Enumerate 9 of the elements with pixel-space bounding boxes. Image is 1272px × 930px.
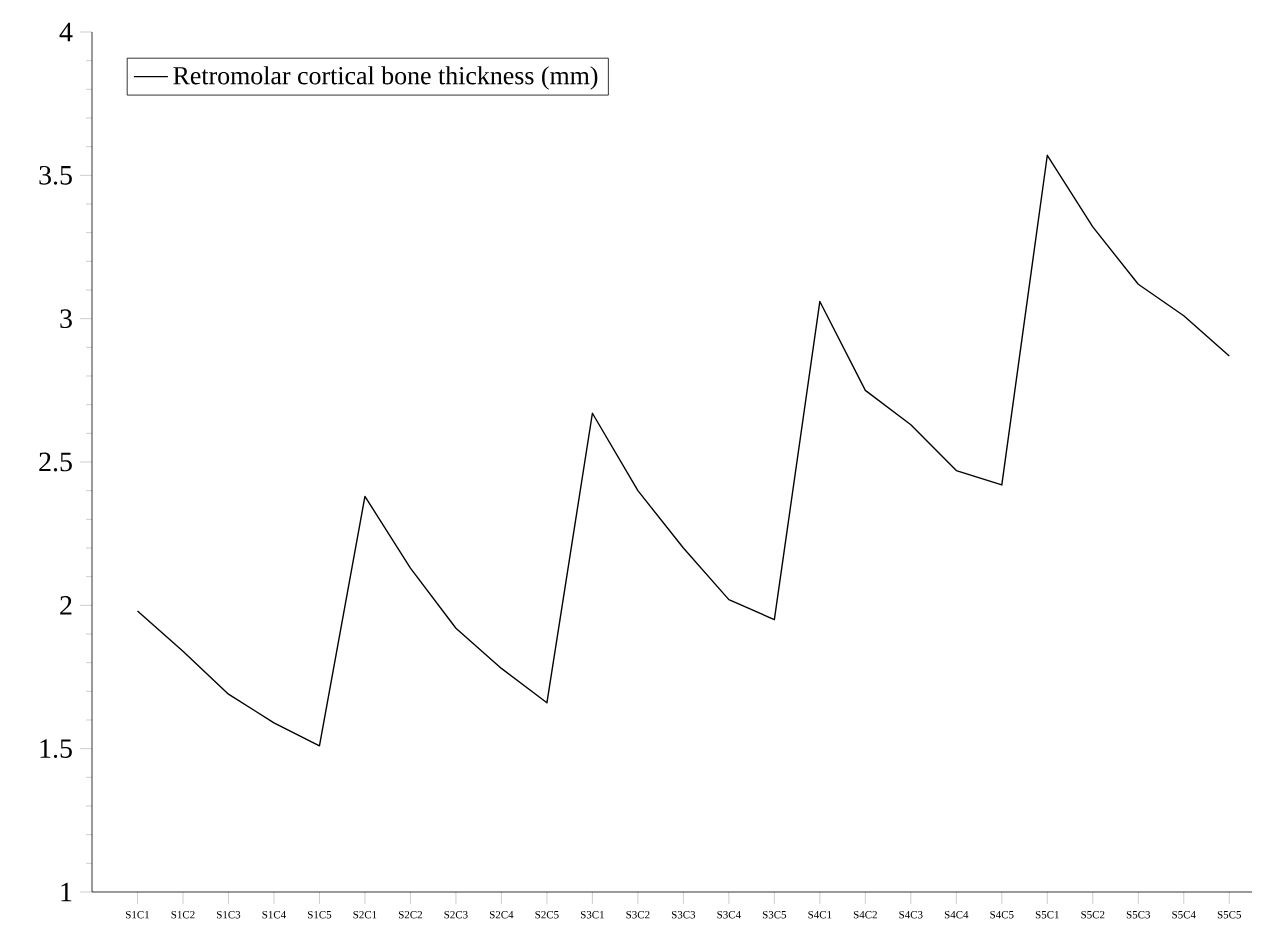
line-series [136,154,1230,747]
y-tick-label: 3 [60,309,72,329]
y-tick-label: 2.5 [39,452,72,472]
y-tick-label: 4 [59,22,73,42]
y-tick-label: 1 [61,882,72,902]
y-tick-label: 2 [60,596,72,615]
legend-label: Retromolar cortical bone thickness (mm) [173,66,598,90]
y-tick-label: 1.5 [40,739,72,759]
y-tick-label: 3.5 [39,165,72,185]
